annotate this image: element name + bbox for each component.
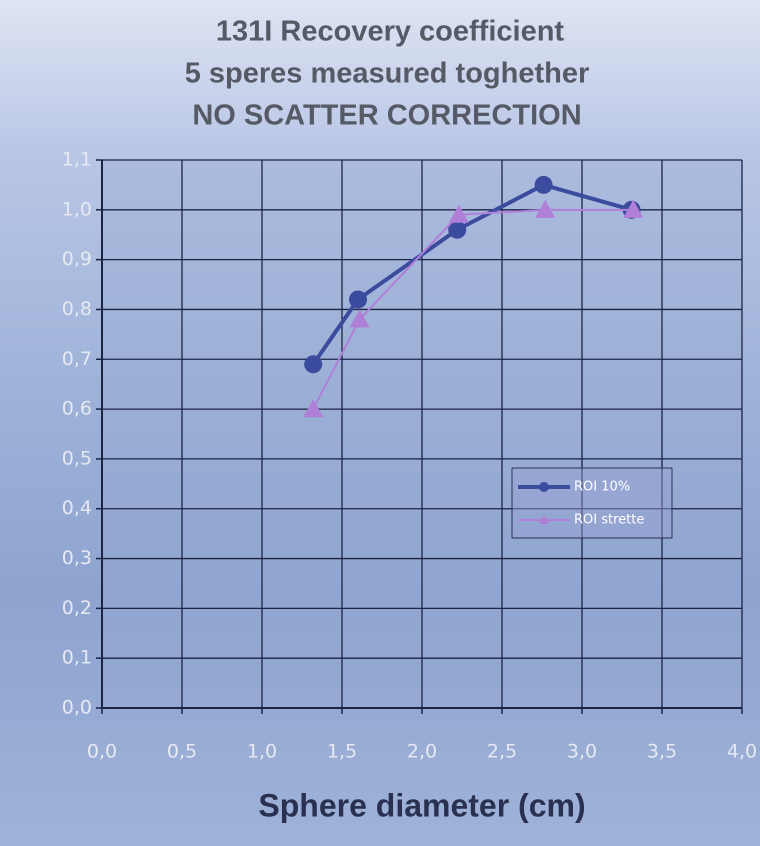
x-tick-label: 4,0 [727, 741, 757, 763]
y-tick-label: 0,0 [62, 697, 92, 719]
legend-marker [539, 482, 549, 492]
y-tick-label: 1,1 [62, 149, 92, 171]
y-tick-label: 1,0 [62, 198, 92, 220]
x-axis-label: Sphere diameter (cm) [258, 787, 585, 823]
y-tick-label: 0,9 [62, 248, 92, 270]
x-tick-label: 3,0 [567, 741, 597, 763]
legend-box [512, 468, 672, 538]
y-tick-label: 0,1 [62, 647, 92, 669]
x-tick-label: 0,0 [87, 741, 117, 763]
y-tick-label: 0,7 [62, 348, 92, 370]
x-tick-label: 2,0 [407, 741, 437, 763]
marker [535, 176, 553, 194]
y-tick-label: 0,8 [62, 298, 92, 320]
y-tick-label: 0,5 [62, 447, 92, 469]
y-tick-label: 0,4 [62, 497, 92, 519]
x-tick-label: 2,5 [487, 741, 517, 763]
x-tick-label: 3,5 [647, 741, 677, 763]
x-tick-label: 1,5 [327, 741, 357, 763]
x-tick-label: 0,5 [167, 741, 197, 763]
chart-title: 131I Recovery coefficient [216, 16, 565, 48]
chart-subtitle: NO SCATTER CORRECTION [192, 100, 581, 132]
legend-label: ROI 10% [574, 480, 630, 495]
chart-subtitle: 5 speres measured toghether [185, 58, 590, 90]
legend-label: ROI strette [574, 513, 644, 528]
y-tick-label: 0,3 [62, 547, 92, 569]
y-tick-label: 0,6 [62, 398, 92, 420]
y-tick-label: 0,2 [62, 597, 92, 619]
marker [349, 290, 367, 308]
chart: 131I Recovery coefficient 5 speres measu… [0, 0, 760, 846]
marker [304, 355, 322, 373]
x-tick-label: 1,0 [247, 741, 277, 763]
